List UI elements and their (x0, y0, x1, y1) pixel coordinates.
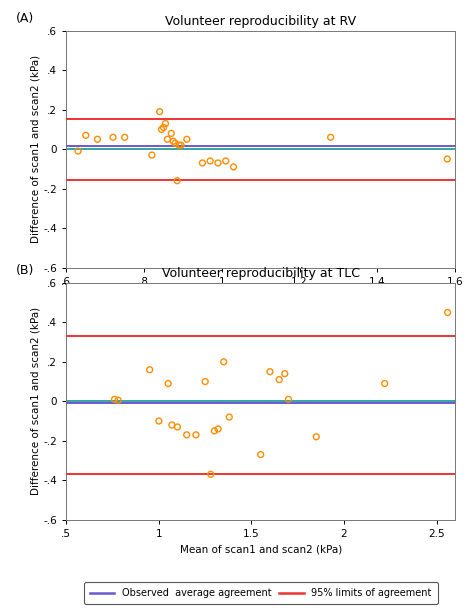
Point (281, 369, 289, 379)
Legend: Observed  average agreement, 95% limits of agreement: Observed average agreement, 95% limits o… (84, 582, 438, 604)
Title: Volunteer reproducibility at TLC: Volunteer reproducibility at TLC (162, 268, 360, 280)
Point (327, 132, 335, 142)
Text: (B): (B) (16, 264, 34, 277)
Point (381, 379, 389, 389)
Point (172, 138, 179, 148)
Point (164, 134, 171, 144)
Point (266, 367, 274, 376)
Point (183, 134, 191, 144)
Point (121, 132, 128, 142)
X-axis label: Mean of scan1 and scan2 (kPa): Mean of scan1 and scan2 (kPa) (180, 292, 342, 302)
Point (164, 379, 172, 389)
Point (177, 140, 185, 150)
Point (214, 158, 222, 168)
Point (206, 156, 214, 166)
Point (111, 394, 118, 404)
Point (74, 146, 82, 156)
Point (173, 176, 181, 186)
Y-axis label: Difference of scan1 and scan2 (kPa): Difference of scan1 and scan2 (kPa) (31, 308, 41, 495)
Text: (A): (A) (16, 12, 34, 25)
Point (160, 122, 167, 132)
Point (444, 308, 451, 317)
X-axis label: Mean of scan1 and scan2 (kPa): Mean of scan1 and scan2 (kPa) (180, 544, 342, 554)
Point (207, 469, 215, 479)
Point (444, 154, 451, 164)
Point (312, 432, 320, 442)
Point (146, 365, 154, 375)
Point (222, 156, 229, 166)
Point (220, 357, 228, 367)
Point (226, 412, 233, 422)
Point (201, 376, 209, 386)
Point (173, 422, 181, 432)
Point (109, 132, 117, 142)
Point (285, 394, 292, 404)
Y-axis label: Difference of scan1 and scan2 (kPa): Difference of scan1 and scan2 (kPa) (31, 55, 41, 243)
Point (192, 430, 200, 440)
Point (155, 416, 163, 426)
Point (162, 119, 169, 129)
Point (156, 107, 164, 117)
Point (167, 129, 175, 138)
Point (183, 430, 191, 440)
Title: Volunteer reproducibility at RV: Volunteer reproducibility at RV (165, 15, 356, 28)
Point (210, 426, 218, 436)
Point (275, 375, 283, 384)
Point (257, 450, 264, 459)
Point (94, 134, 101, 144)
Point (168, 420, 176, 430)
Point (158, 124, 165, 134)
Point (114, 395, 122, 405)
Point (148, 150, 155, 160)
Point (175, 140, 183, 150)
Point (199, 158, 206, 168)
Point (170, 137, 177, 146)
Point (230, 162, 237, 172)
Point (214, 424, 222, 434)
Point (82, 130, 90, 140)
